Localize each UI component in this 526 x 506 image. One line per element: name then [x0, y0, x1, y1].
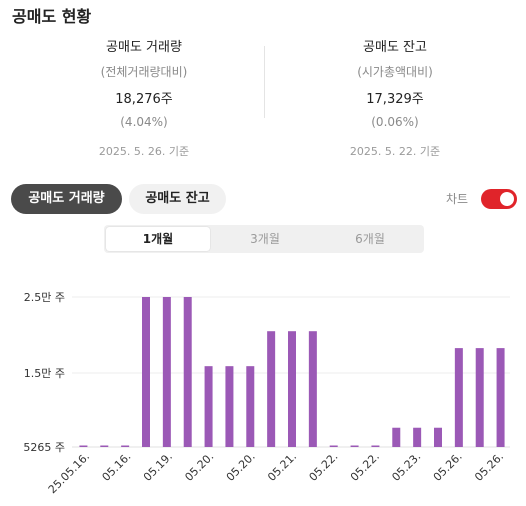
x-tick-label: 05.22.: [307, 450, 341, 484]
period-option-3m[interactable]: 3개월: [250, 232, 280, 246]
bar: [204, 366, 213, 447]
bar: [267, 331, 276, 447]
short-volume-percent: (4.04%): [120, 115, 168, 129]
bar: [288, 331, 296, 447]
bar: [246, 366, 255, 447]
bar: [225, 366, 234, 447]
y-tick-label: 5265 주: [23, 441, 65, 454]
short-volume-summary: 공매도 거래량 (전체거래량대비) 18,276주 (4.04%) 2025. …: [24, 38, 264, 160]
x-tick-label: 05.22.: [348, 450, 382, 484]
x-tick-label: 05.23.: [389, 450, 423, 484]
x-tick-label: 05.26.: [431, 450, 465, 484]
bar: [496, 348, 505, 447]
short-balance-date: 2025. 5. 22. 기준: [349, 145, 441, 158]
short-balance-summary: 공매도 잔고 (시가총액대비) 17,329주 (0.06%) 2025. 5.…: [275, 38, 515, 160]
tab-short-volume[interactable]: 공매도 거래량: [11, 184, 122, 214]
period-option-1m[interactable]: 1개월: [106, 227, 210, 251]
bar: [100, 445, 109, 447]
bar: [475, 348, 484, 447]
stat-divider: [264, 46, 265, 118]
bar: [434, 427, 442, 447]
x-tick-label: 25.05.16.: [46, 450, 92, 496]
x-tick-label: 05.19.: [141, 450, 175, 484]
y-tick-label: 2.5만 주: [24, 291, 65, 304]
bar: [350, 445, 359, 447]
tab-short-balance[interactable]: 공매도 잔고: [129, 184, 226, 214]
x-tick-label: 05.16.: [100, 450, 134, 484]
short-balance-value: 17,329주: [366, 92, 424, 107]
period-option-6m[interactable]: 6개월: [355, 232, 385, 246]
short-balance-sub-label: (시가총액대비): [357, 65, 433, 79]
chart-toggle-knob: [500, 192, 514, 206]
bar: [142, 297, 150, 447]
x-tick-label: 05.26.: [472, 450, 506, 484]
bar: [392, 427, 401, 447]
bar: [371, 445, 380, 447]
x-tick-label: 05.20.: [182, 450, 216, 484]
short-volume-value: 18,276주: [115, 92, 173, 107]
bar: [308, 331, 317, 447]
short-volume-sub-label: (전체거래량대비): [100, 65, 188, 79]
bar: [413, 427, 422, 447]
chart-toggle[interactable]: [481, 189, 517, 209]
period-selector: 1개월 3개월 6개월: [104, 225, 424, 253]
bar: [162, 297, 171, 447]
bar: [329, 445, 338, 447]
x-tick-label: 05.20.: [224, 450, 258, 484]
bar: [183, 297, 192, 447]
bar: [79, 445, 88, 447]
x-tick-label: 05.21.: [265, 450, 299, 484]
chart-toggle-label: 차트: [446, 192, 469, 206]
short-balance-percent: (0.06%): [371, 115, 419, 129]
page-title: 공매도 현황: [12, 7, 92, 26]
short-balance-label: 공매도 잔고: [363, 40, 427, 55]
bar: [454, 348, 463, 447]
bar: [121, 445, 130, 447]
short-volume-date: 2025. 5. 26. 기준: [98, 145, 190, 158]
short-volume-label: 공매도 거래량: [106, 40, 182, 55]
y-tick-label: 1.5만 주: [24, 367, 65, 380]
